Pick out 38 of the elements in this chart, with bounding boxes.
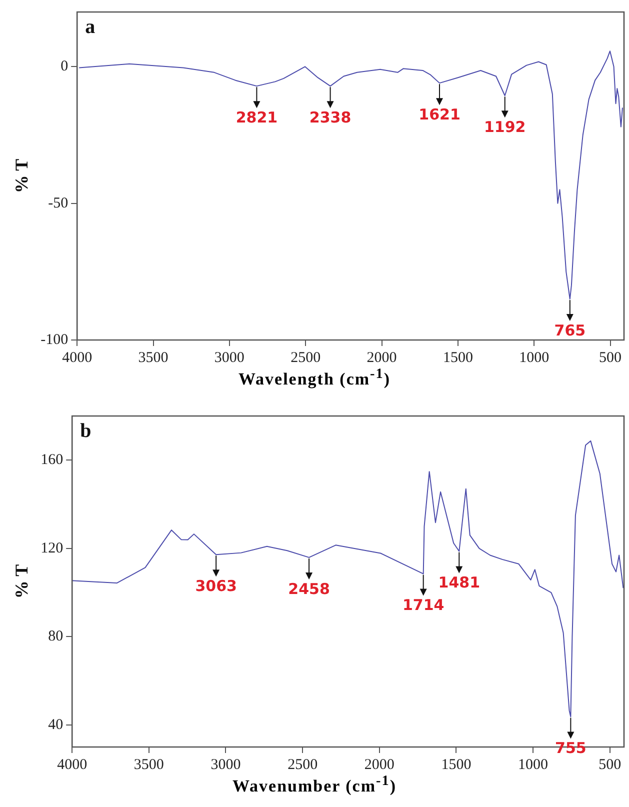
annotation: 1481 xyxy=(438,574,480,592)
x-tick-label: 1000 xyxy=(519,350,550,366)
x-tick-label: 3000 xyxy=(214,350,244,366)
x-axis-title: Wavenumber (cm$^{-1}$) xyxy=(231,773,398,797)
x-tick-label: 2500 xyxy=(290,350,321,366)
x-axis-title: Wavelength (cm$^{-1}$) xyxy=(237,366,392,390)
annotation: 2821 xyxy=(236,108,278,126)
x-tick-label: 500 xyxy=(599,350,622,366)
y-axis-title: % T xyxy=(11,158,32,194)
x-tick-label: 4000 xyxy=(62,350,92,366)
chart-title: a xyxy=(85,16,96,38)
annotation: 1714 xyxy=(402,596,444,614)
y-tick-label: -100 xyxy=(40,332,68,348)
y-tick-label: -50 xyxy=(48,195,68,212)
x-tick-label: 3500 xyxy=(138,350,168,366)
x-tick-label: 2500 xyxy=(288,756,318,773)
annotation: 2338 xyxy=(309,108,352,126)
y-tick-label: 0 xyxy=(60,58,68,75)
y-tick-label: 80 xyxy=(48,628,64,645)
annotation: 1192 xyxy=(484,118,526,136)
y-axis-title: % T xyxy=(11,564,32,599)
x-tick-label: 4000 xyxy=(57,756,88,773)
x-tick-label: 1500 xyxy=(442,350,473,366)
y-tick-label: 40 xyxy=(48,716,64,733)
x-tick-label: 1500 xyxy=(441,756,472,773)
x-tick-label: 3000 xyxy=(210,756,241,773)
x-tick-label: 500 xyxy=(598,756,622,773)
annotation: 1621 xyxy=(418,105,460,124)
annotation: 765 xyxy=(554,321,586,340)
annotation: 3063 xyxy=(195,576,237,595)
x-tick-label: 2000 xyxy=(364,756,394,773)
annotation: 2458 xyxy=(288,580,330,598)
x-tick-label: 2000 xyxy=(366,350,397,366)
y-tick-label: 160 xyxy=(40,452,64,468)
chart-title: b xyxy=(80,420,92,442)
x-tick-label: 1000 xyxy=(518,756,548,773)
x-tick-label: 3500 xyxy=(134,756,164,773)
y-tick-label: 120 xyxy=(40,540,64,556)
